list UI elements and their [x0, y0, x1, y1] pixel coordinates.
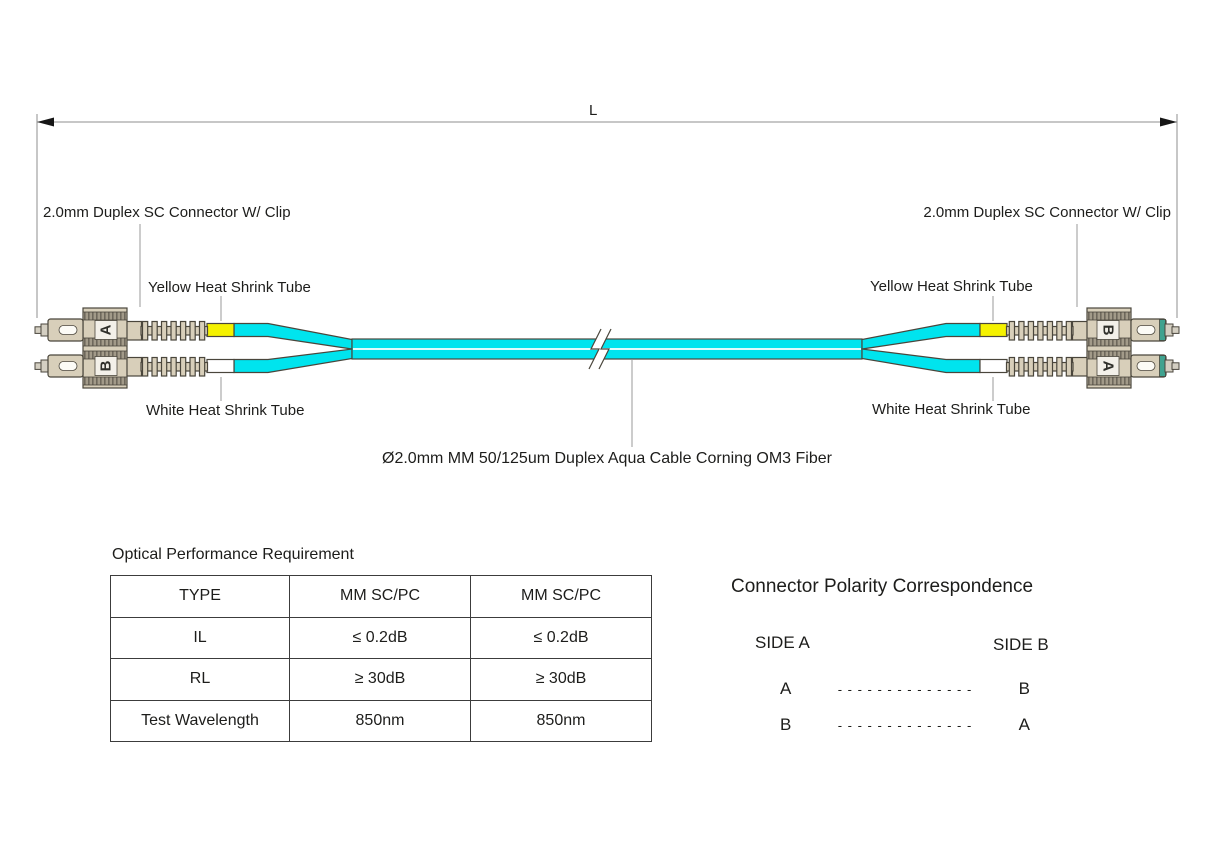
table-row: Test Wavelength 850nm 850nm — [110, 699, 652, 742]
right-connector-label: 2.0mm Duplex SC Connector W/ Clip — [923, 204, 1171, 221]
cable-right-top-branch — [861, 322, 981, 350]
left-white-tube-label: White Heat Shrink Tube — [146, 402, 305, 419]
boot-left-top — [125, 320, 209, 341]
table-cell: Test Wavelength — [110, 699, 290, 742]
dimension-line — [36, 114, 1178, 318]
left-duplex-clip: A B — [82, 307, 128, 389]
yellow-heat-shrink-right — [979, 322, 1008, 338]
dimension-label-L: L — [589, 102, 598, 119]
table-row: RL ≥ 30dB ≥ 30dB — [110, 658, 652, 701]
polarity-to-letter: B — [1018, 679, 1030, 698]
right-clip-letter-b: B — [1100, 325, 1117, 336]
cable-assembly-drawing: A B B A — [34, 114, 1180, 447]
performance-table-title: Optical Performance Requirement — [112, 546, 354, 563]
right-yellow-tube-label: Yellow Heat Shrink Tube — [870, 278, 1033, 295]
right-duplex-clip: B A — [1086, 307, 1132, 389]
table-cell: ≤ 0.2dB — [289, 616, 471, 659]
polarity-dashes: - - - - - - - - - - - - - - — [837, 717, 973, 733]
right-white-tube-label: White Heat Shrink Tube — [872, 401, 1031, 418]
polarity-to-letter: A — [1018, 715, 1030, 734]
cable-left-bottom-branch — [233, 348, 353, 374]
table-row: IL ≤ 0.2dB ≤ 0.2dB — [110, 616, 652, 659]
polarity-from-letter: A — [780, 679, 792, 698]
polarity-title: Connector Polarity Correspondence — [731, 576, 1034, 597]
dimension-arrow-left — [37, 117, 54, 127]
table-row: TYPE MM SC/PC MM SC/PC — [110, 575, 652, 618]
polarity-row-b-to-a: B - - - - - - - - - - - - - - A — [780, 715, 1030, 735]
cable-left-top-branch — [233, 322, 353, 350]
left-connector-label: 2.0mm Duplex SC Connector W/ Clip — [43, 204, 291, 221]
table-cell: ≥ 30dB — [470, 658, 652, 701]
table-cell: 850nm — [470, 699, 652, 742]
duplex-aqua-cable — [233, 322, 981, 374]
table-cell: ≥ 30dB — [289, 658, 471, 701]
table-cell: TYPE — [110, 575, 290, 618]
table-cell: MM SC/PC — [470, 575, 652, 618]
boot-right-bottom — [1005, 356, 1089, 377]
cable-break-symbol — [588, 328, 612, 370]
boot-right-top — [1005, 320, 1089, 341]
polarity-dashes: - - - - - - - - - - - - - - — [837, 681, 973, 697]
dimension-arrow-right — [1160, 117, 1177, 127]
table-cell: MM SC/PC — [289, 575, 471, 618]
right-sc-connector-top — [1130, 318, 1180, 342]
cable-spec-label: Ø2.0mm MM 50/125um Duplex Aqua Cable Cor… — [382, 450, 832, 467]
white-heat-shrink-right — [979, 358, 1008, 374]
cable-right-bottom-branch — [861, 348, 981, 374]
performance-table: TYPE MM SC/PC MM SC/PC IL ≤ 0.2dB ≤ 0.2d… — [110, 575, 652, 742]
polarity-row-a-to-b: A - - - - - - - - - - - - - - B — [780, 679, 1030, 699]
table-cell: RL — [110, 658, 290, 701]
yellow-heat-shrink-left — [206, 322, 235, 338]
leader-lines — [139, 224, 1078, 447]
right-sc-connector-bottom — [1130, 354, 1180, 378]
left-clip-letter-b: B — [98, 360, 115, 371]
left-sc-connector-top — [34, 318, 84, 342]
left-yellow-tube-label: Yellow Heat Shrink Tube — [148, 279, 311, 296]
table-cell: ≤ 0.2dB — [470, 616, 652, 659]
polarity-from-letter: B — [780, 715, 792, 734]
boot-left-bottom — [125, 356, 209, 377]
table-cell: IL — [110, 616, 290, 659]
side-a-label: SIDE A — [755, 633, 810, 652]
table-cell: 850nm — [289, 699, 471, 742]
left-clip-letter-a: A — [98, 324, 115, 335]
right-clip-letter-a: A — [1100, 361, 1117, 372]
left-sc-connector-bottom — [34, 354, 84, 378]
white-heat-shrink-left — [206, 358, 235, 374]
side-b-label: SIDE B — [993, 635, 1049, 654]
